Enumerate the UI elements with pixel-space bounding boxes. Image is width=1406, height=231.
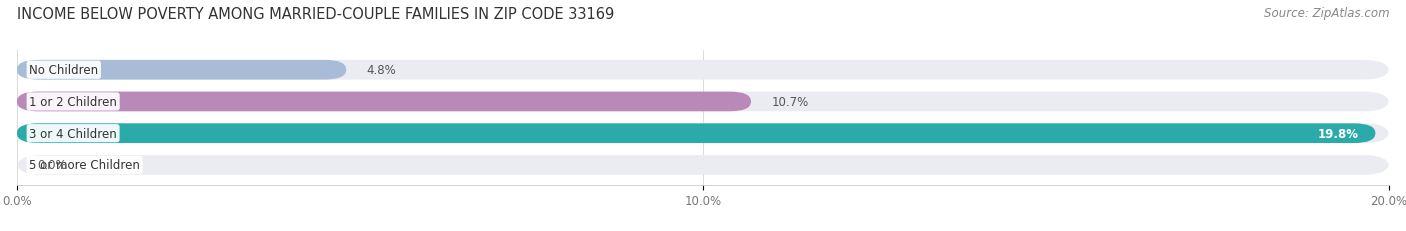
Text: Source: ZipAtlas.com: Source: ZipAtlas.com <box>1264 7 1389 20</box>
FancyBboxPatch shape <box>17 92 1389 112</box>
Text: 4.8%: 4.8% <box>367 64 396 77</box>
Text: 19.8%: 19.8% <box>1317 127 1358 140</box>
Text: 5 or more Children: 5 or more Children <box>30 159 141 172</box>
Text: INCOME BELOW POVERTY AMONG MARRIED-COUPLE FAMILIES IN ZIP CODE 33169: INCOME BELOW POVERTY AMONG MARRIED-COUPL… <box>17 7 614 22</box>
Text: No Children: No Children <box>30 64 98 77</box>
FancyBboxPatch shape <box>17 155 1389 175</box>
FancyBboxPatch shape <box>17 61 1389 80</box>
Text: 0.0%: 0.0% <box>38 159 67 172</box>
Text: 1 or 2 Children: 1 or 2 Children <box>30 96 117 109</box>
FancyBboxPatch shape <box>17 61 346 80</box>
Text: 10.7%: 10.7% <box>772 96 808 109</box>
FancyBboxPatch shape <box>17 92 751 112</box>
FancyBboxPatch shape <box>17 124 1375 143</box>
Text: 3 or 4 Children: 3 or 4 Children <box>30 127 117 140</box>
FancyBboxPatch shape <box>17 124 1389 143</box>
